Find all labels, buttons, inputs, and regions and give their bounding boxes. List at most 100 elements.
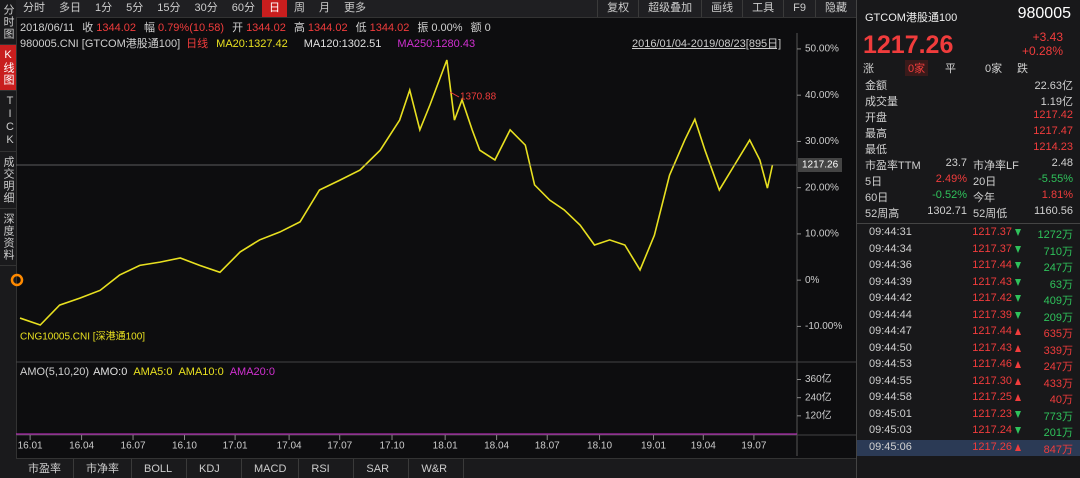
x-tick-label: 17.01 xyxy=(223,441,248,452)
tick-price: 1217.25 xyxy=(972,391,1012,403)
period-tab[interactable]: 多日 xyxy=(59,2,81,14)
stat-value: 22.63亿 xyxy=(1034,80,1073,92)
indicator-tab[interactable]: RSI xyxy=(299,459,355,478)
tick-volume: 635万 xyxy=(1043,328,1073,340)
volume-item: AMO:0 xyxy=(93,366,128,378)
ratio-label: 20日 xyxy=(973,176,997,188)
period-tab[interactable]: 1分 xyxy=(95,2,113,14)
period-tab[interactable]: 15分 xyxy=(157,2,181,14)
tick-volume: 409万 xyxy=(1043,295,1073,307)
stat-value: 1.19亿 xyxy=(1040,96,1073,108)
tick-arrow xyxy=(1015,344,1021,352)
tool-button[interactable]: F9 xyxy=(783,0,815,17)
stat-label: 最低 xyxy=(865,144,887,156)
ratio-value: -5.55% xyxy=(1038,173,1073,185)
security-code: 980005 xyxy=(1017,5,1071,22)
tick-arrow xyxy=(1015,394,1021,401)
tick-time: 09:45:06 xyxy=(869,440,912,453)
info-value: 1344.02 xyxy=(307,22,348,34)
info-value: 0.00% xyxy=(431,22,463,34)
x-tick-label: 18.10 xyxy=(587,441,612,452)
side-tab[interactable]: TICK xyxy=(0,91,16,152)
ratio-value: 1302.71 xyxy=(927,205,967,217)
period-tab[interactable]: 日 xyxy=(262,0,287,17)
period-tab[interactable]: 分时 xyxy=(23,2,45,14)
indicator-tab[interactable]: 市盈率 xyxy=(16,459,74,478)
y-tick-label: 360亿 xyxy=(805,372,832,385)
ratio-value: -0.52% xyxy=(932,189,967,201)
change-pct: +0.28% xyxy=(1021,44,1063,58)
tick-price: 1217.43 xyxy=(972,341,1012,354)
info-label: 收 xyxy=(82,22,94,34)
tick-volume: 63万 xyxy=(1049,278,1073,291)
ratio-label: 5日 xyxy=(865,176,883,188)
tick-price: 1217.39 xyxy=(972,308,1012,321)
tick-time: 09:44:42 xyxy=(869,292,912,304)
y-tick-label: 10.00% xyxy=(805,229,839,240)
period-tab[interactable]: 5分 xyxy=(126,2,144,14)
y-tick-label: 50.00% xyxy=(805,44,839,55)
tool-button[interactable]: 超级叠加 xyxy=(638,0,701,17)
tick-volume: 847万 xyxy=(1043,443,1073,456)
tick-price: 1217.30 xyxy=(972,374,1012,387)
indicator-tab[interactable]: W&R xyxy=(409,459,465,478)
date: 2018/06/11 xyxy=(20,22,75,34)
period-tab[interactable]: 周 xyxy=(294,2,305,14)
tick-arrow xyxy=(1015,278,1021,286)
indicator-tab[interactable]: 市净率 xyxy=(74,459,132,478)
indicator-tab[interactable]: SAR xyxy=(354,459,410,478)
side-tab[interactable]: 成交明细 xyxy=(0,152,16,209)
breadth: 0家 xyxy=(985,63,1003,75)
security-name: GTCOM港股通100 xyxy=(865,12,958,24)
indicator-tab[interactable]: KDJ xyxy=(187,459,242,478)
info-label: 额 xyxy=(470,22,482,34)
x-tick-label: 16.07 xyxy=(121,441,146,452)
info-label: 高 xyxy=(293,22,305,34)
indicator-tabs: 市盈率 市净率 BOLL KDJ MACD RSI SAR W&R xyxy=(16,458,856,478)
info-value: 0 xyxy=(484,22,491,34)
side-tab[interactable]: 深度资料 xyxy=(0,209,16,266)
stat-label: 成交量 xyxy=(865,96,898,108)
period-tab[interactable]: 月 xyxy=(319,2,330,14)
annotation: 1370.88 xyxy=(460,92,497,103)
toolbar: 分时 多日 1分 5分 15分 30分 60分日周 月 更多 复权 超级叠加 画线 工具 F9 隐藏 xyxy=(16,0,856,18)
side-tab[interactable]: 分时图 xyxy=(0,0,16,45)
tick-arrow xyxy=(1015,427,1021,434)
ratio-label: 52周高 xyxy=(865,208,900,220)
info-label: 幅 xyxy=(144,22,156,34)
y-tick-label: 120亿 xyxy=(805,408,832,421)
x-tick-label: 16.10 xyxy=(172,441,197,452)
annotation-line xyxy=(449,91,460,98)
tool-button[interactable]: 画线 xyxy=(701,0,742,17)
tool-button[interactable]: 工具 xyxy=(742,0,783,17)
ratio-label: 60日 xyxy=(865,192,889,204)
indicator-tab[interactable]: MACD xyxy=(242,459,300,478)
period-tab[interactable]: 更多 xyxy=(344,2,366,14)
tick-price: 1217.37 xyxy=(972,242,1012,255)
info-value: 1344.02 xyxy=(369,22,410,34)
ratio-label: 52周低 xyxy=(973,208,1008,220)
chart-header: 980005.CNI [GTCOM港股通100] 日线 MA20:1327.42 MA… xyxy=(20,35,491,51)
chart: 50.00% 40.00% 30.00% 20.00% 10.00% 0% -10.00% 1… xyxy=(10,33,856,456)
period-tab[interactable]: 60分 xyxy=(231,2,255,14)
indicator-tab[interactable]: BOLL xyxy=(132,459,187,478)
y-tick-label: 20.00% xyxy=(805,182,839,193)
stat-label: 金额 xyxy=(865,80,887,92)
tick-price: 1217.46 xyxy=(972,358,1012,370)
tick-arrow xyxy=(1015,295,1021,302)
tick-volume: 339万 xyxy=(1043,344,1073,357)
tool-button[interactable]: 复权 xyxy=(597,0,638,17)
breadth: 涨 xyxy=(863,63,874,75)
last-price-label: 1217.26 xyxy=(802,160,839,171)
breadth: 0家 xyxy=(905,60,929,76)
breadth: 平 xyxy=(945,63,956,75)
price: 1217.26 xyxy=(863,31,954,59)
x-tick-label: 18.04 xyxy=(484,441,509,452)
tick-time: 09:45:03 xyxy=(869,424,912,436)
period-tab[interactable]: 30分 xyxy=(194,2,218,14)
volume-item: AMA20:0 xyxy=(229,366,275,378)
side-tab[interactable]: K线图 xyxy=(0,45,16,91)
tool-button[interactable]: 隐藏 xyxy=(815,0,856,17)
change: +3.43 xyxy=(1032,30,1063,44)
